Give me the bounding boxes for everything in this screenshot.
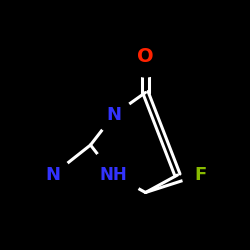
Text: F: F	[194, 166, 206, 184]
Text: N: N	[106, 106, 121, 124]
Text: NH: NH	[100, 166, 128, 184]
Text: N: N	[45, 166, 60, 184]
Text: O: O	[137, 48, 154, 66]
